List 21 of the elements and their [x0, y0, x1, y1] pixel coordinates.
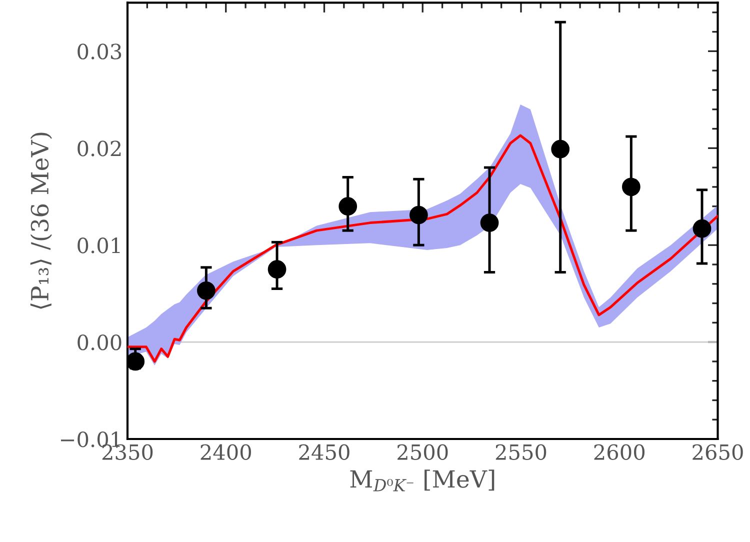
y-tick-label: 0.02 [78, 140, 121, 156]
point [551, 140, 570, 158]
y-tick-label: 0.00 [78, 334, 122, 350]
x-tick-label: 2600 [594, 444, 644, 460]
y-tick-label: 0.03 [78, 44, 122, 60]
x-tick-label: 2650 [692, 444, 743, 460]
point [692, 219, 712, 238]
y-axis-title: ⟨P₁₃⟩ /(36 MeV) [30, 132, 52, 309]
point [410, 206, 428, 224]
y-tick-label: 0.01 [78, 238, 120, 254]
point [268, 260, 286, 279]
x-tick-label: 2500 [398, 444, 448, 460]
point [622, 178, 640, 196]
point [338, 197, 358, 216]
point [197, 281, 216, 300]
x-tick-label: 2450 [299, 444, 350, 460]
x-axis-title: M$_{D⁰K⁻}$ [MeV] [350, 470, 494, 492]
point [480, 214, 499, 232]
x-tick-label: 2400 [200, 444, 251, 460]
x-tick-label: 2550 [496, 444, 546, 460]
point [128, 352, 145, 371]
